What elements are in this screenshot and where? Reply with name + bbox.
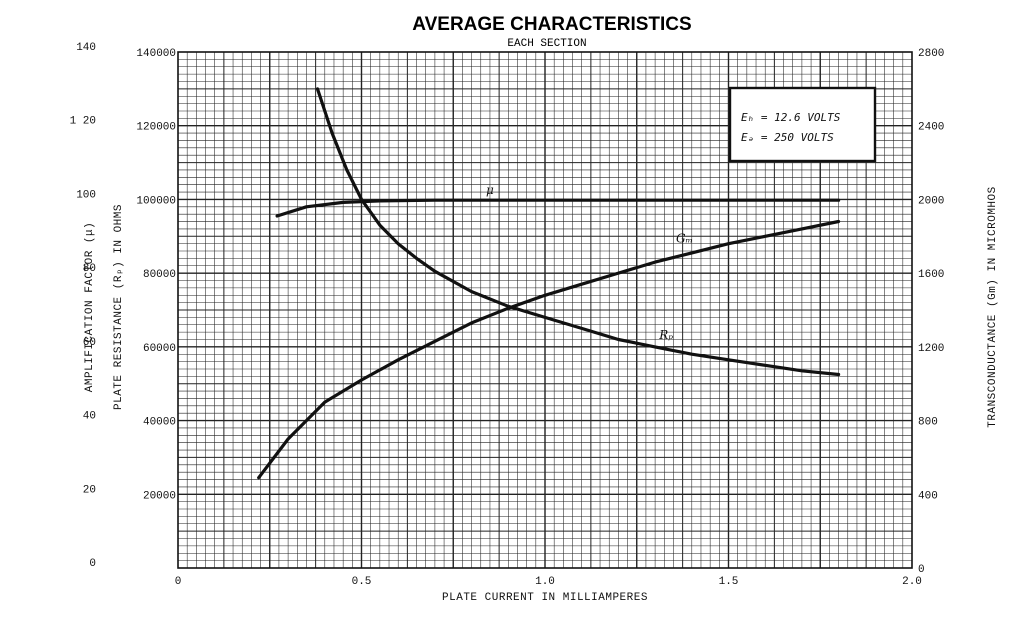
x-axis-label: PLATE CURRENT IN MILLIAMPERES [442, 592, 648, 604]
grid [178, 52, 912, 568]
series-line-mu [275, 198, 841, 218]
series-line-gm [257, 219, 841, 480]
conditions-box: Eₕ = 12.6 VOLTS Eₔ = 250 VOLTS [728, 86, 877, 163]
rp-tick-label: 120000 [136, 122, 176, 134]
mu-tick-label: 80 [83, 263, 96, 275]
condition-plate: Eₔ = 250 VOLTS [741, 131, 834, 144]
x-tick-label: 0 [175, 576, 182, 588]
mu-tick-label: 1 20 [70, 116, 96, 128]
series-line-rp [315, 87, 841, 377]
mu-axis-label: AMPLIFICATION FACTOR (μ) [84, 222, 96, 392]
gm-tick-label: 2800 [918, 48, 944, 60]
rp-axis-label: PLATE RESISTANCE (Rₚ) IN OHMS [113, 204, 125, 410]
rp-tick-label: 60000 [143, 343, 176, 355]
condition-filament: Eₕ = 12.6 VOLTS [741, 111, 841, 124]
gm-tick-label: 0 [918, 564, 925, 576]
gm-tick-label: 1600 [918, 269, 944, 281]
mu-tick-label: 140 [76, 42, 96, 54]
chart-subtitle: EACH SECTION [507, 38, 586, 50]
rp-tick-label: 20000 [143, 490, 176, 502]
rp-tick-label: 100000 [136, 195, 176, 207]
x-tick-label: 0.5 [352, 576, 372, 588]
plot-frame [177, 51, 913, 569]
gm-tick-label: 2400 [918, 122, 944, 134]
rp-tick-label: 140000 [136, 48, 176, 60]
mu-tick-label: 0 [89, 558, 96, 570]
series-label-rp: Rₚ [658, 328, 673, 342]
gm-tick-label: 400 [918, 490, 938, 502]
x-tick-label: 1.5 [719, 576, 739, 588]
mu-tick-label: 100 [76, 189, 96, 201]
curves: μ Rₚ Gₘ [257, 87, 841, 480]
x-tick-label: 1.0 [535, 576, 555, 588]
chart-title: AVERAGE CHARACTERISTICS [412, 14, 691, 35]
gm-tick-label: 800 [918, 417, 938, 429]
x-tick-label: 2.0 [902, 576, 922, 588]
gm-tick-label: 2000 [918, 195, 944, 207]
series-label-gm: Gₘ [676, 232, 693, 246]
conditions-frame [728, 86, 877, 163]
rp-tick-label: 40000 [143, 417, 176, 429]
series-label-mu: μ [486, 183, 494, 197]
gm-axis-label: TRANSCONDUCTANCE (Gm) IN MICROMHOS [987, 186, 999, 427]
mu-tick-label: 60 [83, 337, 96, 349]
mu-tick-label: 40 [83, 411, 96, 423]
mu-tick-label: 20 [83, 484, 96, 496]
rp-tick-label: 80000 [143, 269, 176, 281]
gm-tick-label: 1200 [918, 343, 944, 355]
